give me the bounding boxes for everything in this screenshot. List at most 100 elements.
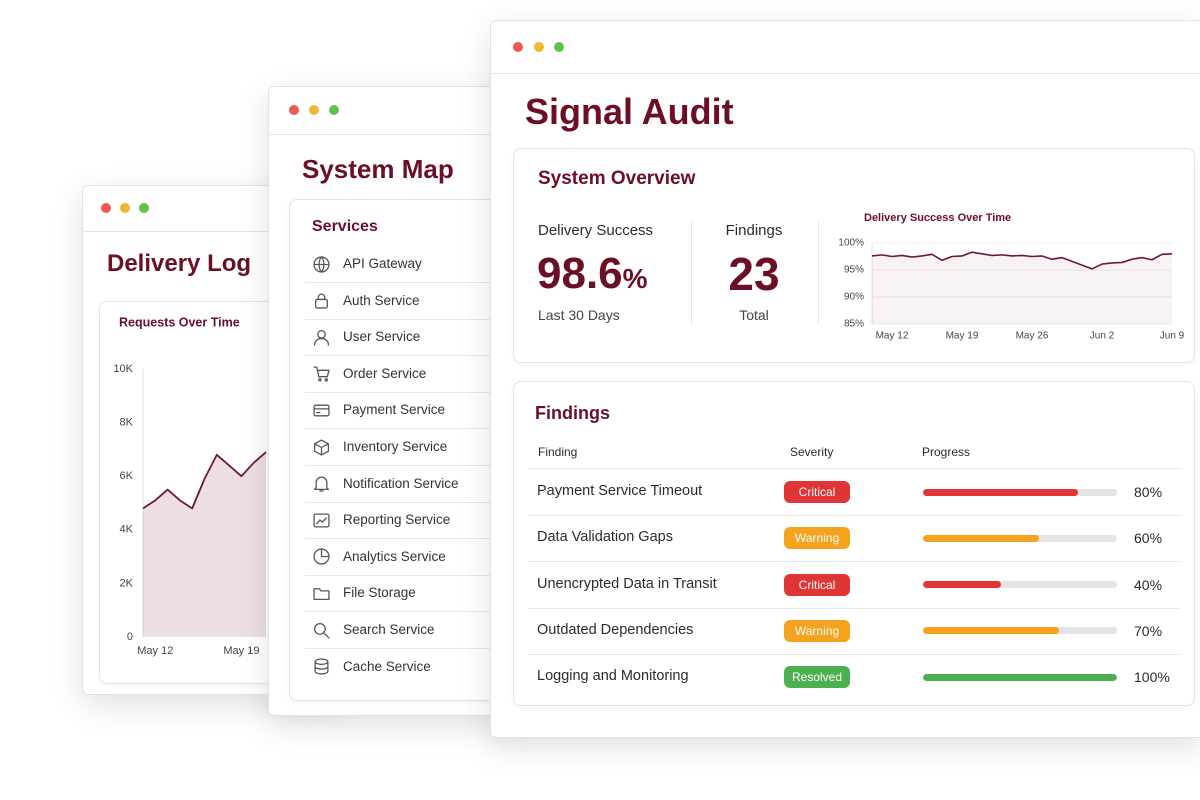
finding-name: Data Validation Gaps [537, 529, 673, 546]
window-header [83, 186, 341, 232]
progress-label: 80% [1134, 484, 1163, 500]
row-separator [528, 653, 1180, 655]
close-button[interactable] [289, 105, 299, 115]
row-separator [305, 465, 529, 466]
findings-card: Findings Finding Severity Progress Payme… [513, 381, 1195, 706]
progress-bar [923, 673, 1117, 681]
progress-bar [923, 488, 1079, 496]
service-icon [313, 548, 330, 565]
column-header: Severity [790, 445, 834, 459]
service-name[interactable]: Reporting Service [343, 512, 451, 528]
success-chart: Delivery Success Over Time 100% 95% 90% 85% M… [838, 212, 1185, 342]
service-name[interactable]: Payment Service [343, 402, 446, 418]
line [142, 451, 267, 510]
x-tick-label: May 19 [223, 645, 259, 657]
service-name[interactable]: File Storage [343, 585, 416, 601]
minimize-button[interactable] [309, 105, 319, 115]
severity-badge: Critical [784, 481, 850, 503]
severity-badge: Critical [784, 573, 850, 596]
service-name[interactable]: Cache Service [343, 658, 431, 674]
divider [818, 222, 819, 324]
service-name[interactable]: Notification Service [343, 475, 459, 491]
row-separator [528, 561, 1180, 563]
row-separator [305, 501, 529, 503]
y-tick-label: 8K [120, 417, 134, 429]
progress-bar [923, 627, 1059, 635]
y-tick-label: 4K [120, 524, 134, 536]
row-separator [305, 318, 529, 320]
maximize-button[interactable] [139, 203, 149, 213]
progress-track [923, 488, 1117, 496]
row-separator [305, 648, 529, 649]
metric-unit: % [622, 263, 648, 294]
service-icon [313, 366, 330, 382]
column-header: Progress [922, 445, 971, 459]
progress-label: 100% [1134, 669, 1170, 686]
service-icon [313, 476, 330, 492]
metric-label: Delivery Success [538, 222, 654, 239]
service-name[interactable]: Auth Service [343, 292, 420, 308]
header-separator [528, 468, 1180, 469]
y-tick-label: 6K [120, 470, 134, 482]
x-tick-label: Jun 9 [1160, 331, 1185, 342]
minimize-button[interactable] [534, 42, 544, 52]
progress-track [923, 627, 1117, 635]
y-tick-label: 95% [844, 265, 864, 276]
service-icon [314, 658, 329, 675]
service-icon [313, 438, 330, 456]
service-name[interactable]: API Gateway [343, 256, 422, 271]
metric-caption: Total [739, 307, 769, 323]
service-name[interactable]: Analytics Service [343, 548, 446, 564]
window-title: Signal Audit [525, 91, 734, 132]
findings-title: Findings [535, 403, 610, 423]
finding-name: Unencrypted Data in Transit [537, 575, 717, 592]
service-name[interactable]: Inventory Service [343, 439, 448, 454]
finding-name: Payment Service Timeout [537, 483, 703, 499]
row-separator [528, 515, 1180, 516]
metric-number: 98.6 [537, 249, 623, 298]
service-icon [315, 293, 328, 309]
metric-label: Findings [725, 222, 783, 239]
progress-bar [923, 534, 1040, 542]
metric-value: 23 [728, 248, 780, 300]
service-name[interactable]: Order Service [343, 365, 427, 381]
row-separator [305, 574, 529, 576]
row-separator [528, 607, 1180, 609]
y-tick-label: 90% [844, 292, 864, 303]
area [143, 452, 266, 637]
maximize-button[interactable] [554, 42, 564, 52]
progress-track [923, 534, 1117, 542]
y-tick-label: 85% [844, 319, 864, 330]
minimize-button[interactable] [120, 203, 130, 213]
progress-bar [923, 581, 1001, 589]
signal-audit-window: Signal Audit System Overview Delivery Su… [490, 20, 1200, 738]
close-button[interactable] [513, 42, 523, 52]
line [871, 251, 1173, 270]
window-title: System Map [302, 154, 454, 184]
x-tick-label: Jun 2 [1090, 331, 1115, 342]
overview-title: System Overview [538, 168, 696, 189]
services-card: Services API Gateway Auth Service User Ser… [289, 199, 529, 701]
row-separator [305, 282, 529, 283]
maximize-button[interactable] [329, 105, 339, 115]
progress-label: 60% [1134, 530, 1163, 547]
y-tick-label: 100% [838, 238, 864, 249]
progress-label: 70% [1134, 622, 1163, 639]
progress-label: 40% [1134, 576, 1163, 593]
y-tick-label: 0 [127, 631, 133, 643]
window-header [491, 21, 1200, 74]
overview-card: System Overview Delivery Success 98.6% L… [513, 148, 1195, 363]
area [872, 252, 1172, 324]
progress-track [923, 673, 1117, 681]
service-name[interactable]: User Service [343, 329, 421, 345]
y-tick-label: 10K [113, 363, 133, 375]
close-button[interactable] [101, 203, 111, 213]
progress-track [923, 581, 1117, 589]
finding-name: Outdated Dependencies [537, 621, 694, 638]
row-separator [305, 611, 529, 613]
service-name[interactable]: Search Service [343, 622, 435, 637]
severity-badge: Resolved [784, 666, 850, 689]
row-separator [305, 391, 529, 393]
divider [691, 222, 692, 324]
